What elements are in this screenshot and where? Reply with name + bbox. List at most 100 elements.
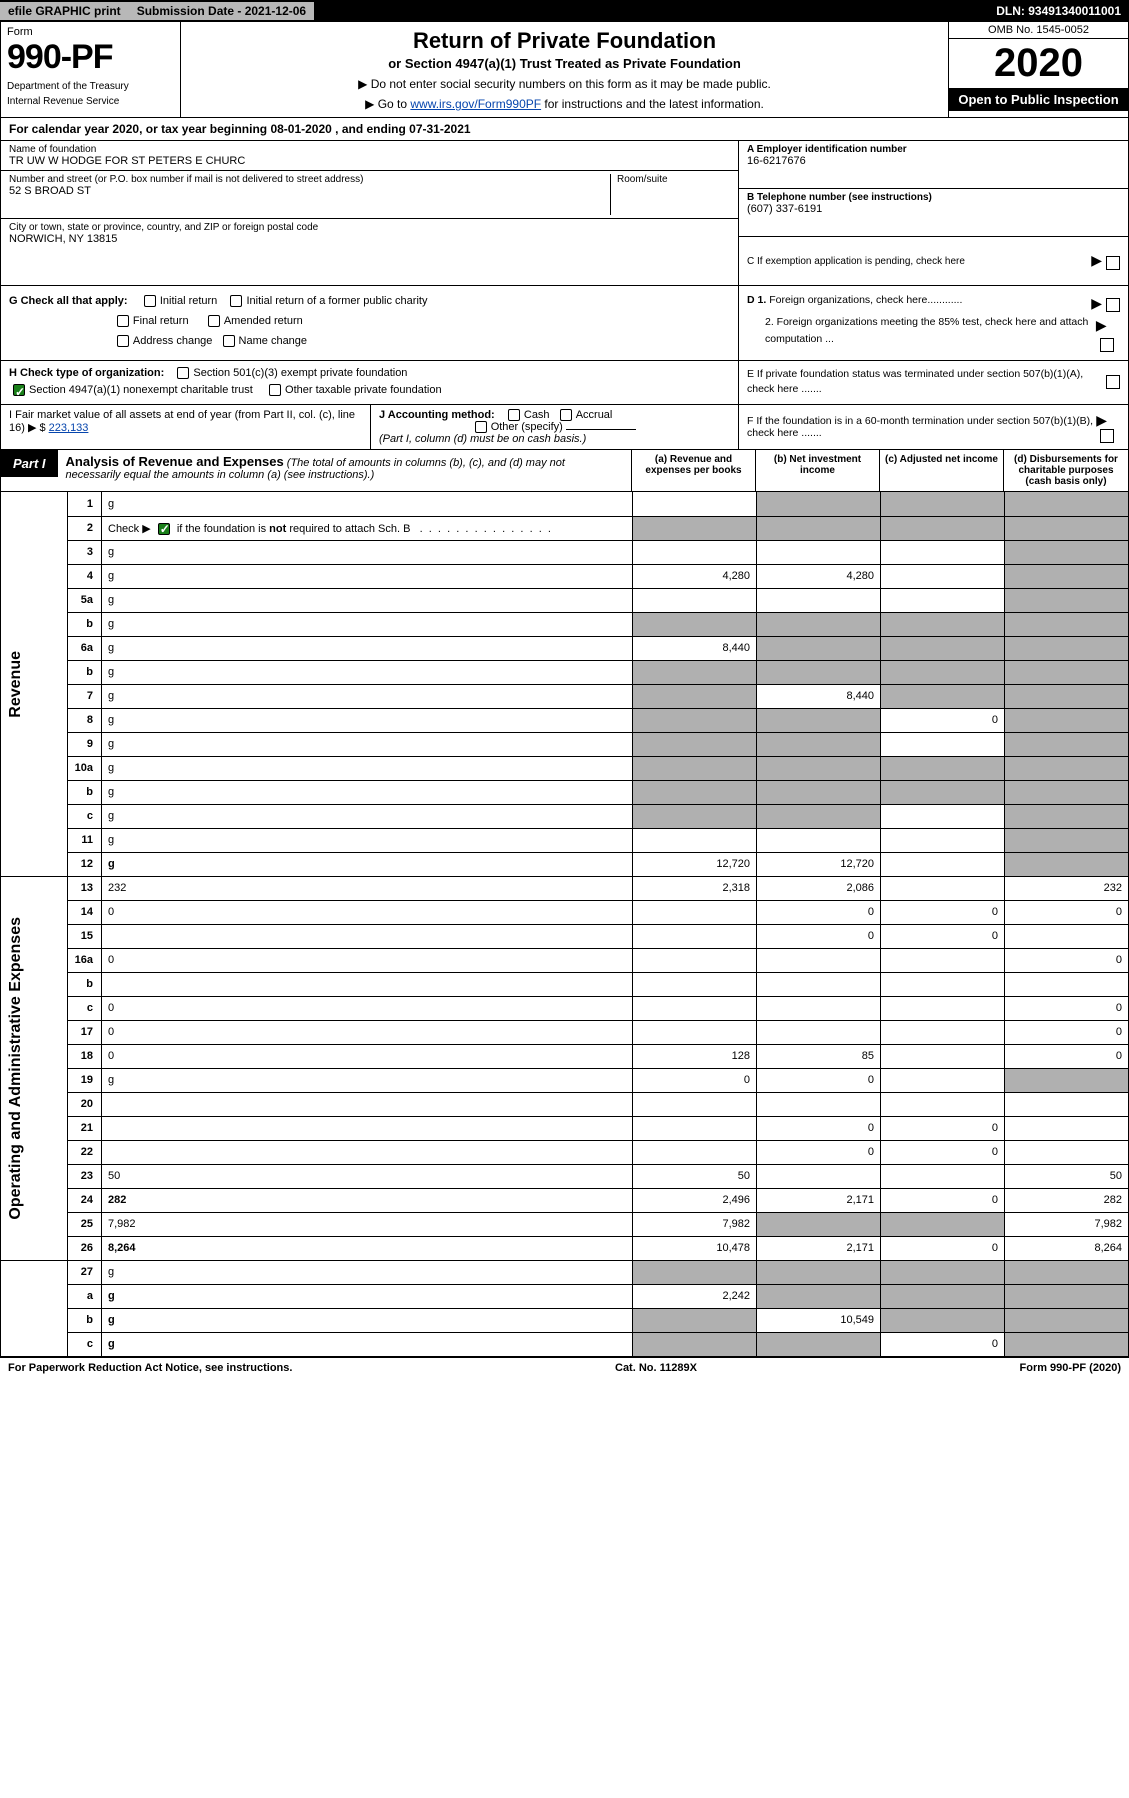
cell-value xyxy=(881,1020,1005,1044)
line-desc: g xyxy=(102,828,633,852)
cell-grey xyxy=(1005,540,1129,564)
cell-value: 4,280 xyxy=(633,564,757,588)
cell-grey xyxy=(757,1332,881,1356)
cell-value xyxy=(881,564,1005,588)
f-label: F If the foundation is in a 60-month ter… xyxy=(747,415,1096,439)
cell-grey xyxy=(1005,804,1129,828)
cell-grey xyxy=(881,756,1005,780)
ein-cell: A Employer identification number 16-6217… xyxy=(739,141,1128,189)
ck-accrual[interactable] xyxy=(560,409,572,421)
city-cell: City or town, state or province, country… xyxy=(1,219,738,267)
fmv-value[interactable]: 223,133 xyxy=(49,422,89,434)
ck-other-method[interactable] xyxy=(475,421,487,433)
cell-grey xyxy=(881,516,1005,540)
cell-value: 0 xyxy=(881,708,1005,732)
form-number: 990-PF xyxy=(7,38,174,77)
line-desc: g xyxy=(102,660,633,684)
goto-post: for instructions and the latest informat… xyxy=(541,97,764,111)
dept-treasury: Department of the Treasury xyxy=(7,81,174,92)
line-num: c xyxy=(68,804,102,828)
ck-cash[interactable] xyxy=(508,409,520,421)
line-desc: 282 xyxy=(102,1188,633,1212)
cell-grey xyxy=(1005,708,1129,732)
ck-final-return[interactable] xyxy=(117,315,129,327)
cell-grey xyxy=(633,732,757,756)
cell-value: 0 xyxy=(757,900,881,924)
ck-4947a1[interactable] xyxy=(13,384,25,396)
ck-initial-former[interactable] xyxy=(230,295,242,307)
c-checkbox[interactable] xyxy=(1106,256,1120,270)
line-desc: 8,264 xyxy=(102,1236,633,1260)
ck-amended[interactable] xyxy=(208,315,220,327)
cell-value xyxy=(1005,1116,1129,1140)
line-num: 13 xyxy=(68,876,102,900)
cell-value: 0 xyxy=(757,1068,881,1092)
cell-value xyxy=(881,996,1005,1020)
cell-grey xyxy=(1005,612,1129,636)
ck-other-taxable[interactable] xyxy=(269,384,281,396)
line-num: 21 xyxy=(68,1116,102,1140)
cell-grey xyxy=(1005,1284,1129,1308)
cell-value: 2,171 xyxy=(757,1188,881,1212)
cell-value xyxy=(881,1092,1005,1116)
cell-value: 85 xyxy=(757,1044,881,1068)
line-num: 17 xyxy=(68,1020,102,1044)
d1-checkbox[interactable] xyxy=(1106,298,1120,312)
table-row: 2Check ▶ if the foundation is not requir… xyxy=(1,516,1129,540)
cell-value: 0 xyxy=(881,924,1005,948)
j-label: J Accounting method: xyxy=(379,409,495,421)
box-h-e: H Check type of organization: Section 50… xyxy=(0,361,1129,406)
ck-initial-return[interactable] xyxy=(144,295,156,307)
cell-value: 8,440 xyxy=(633,636,757,660)
table-row: 268,26410,4782,17108,264 xyxy=(1,1236,1129,1260)
line-num: 20 xyxy=(68,1092,102,1116)
cell-value: 0 xyxy=(1005,948,1129,972)
line-desc: g xyxy=(102,540,633,564)
cell-grey xyxy=(633,684,757,708)
line-desc: g xyxy=(102,804,633,828)
table-row: 23505050 xyxy=(1,1164,1129,1188)
cell-grey xyxy=(633,804,757,828)
line-num: b xyxy=(68,780,102,804)
ck-schb[interactable] xyxy=(158,523,170,535)
cell-grey xyxy=(1005,732,1129,756)
cell-value: 0 xyxy=(881,1188,1005,1212)
line-num: 1 xyxy=(68,492,102,516)
ein-label: A Employer identification number xyxy=(747,144,1120,155)
cell-value: 128 xyxy=(633,1044,757,1068)
cell-value xyxy=(757,1020,881,1044)
line-desc: 50 xyxy=(102,1164,633,1188)
line-desc: g xyxy=(102,1284,633,1308)
part1-table: Revenue1g2Check ▶ if the foundation is n… xyxy=(0,492,1129,1357)
line-desc: g xyxy=(102,1068,633,1092)
table-row: b xyxy=(1,972,1129,996)
f-checkbox[interactable] xyxy=(1100,429,1114,443)
exemption-pending-cell: C If exemption application is pending, c… xyxy=(739,237,1128,285)
line-desc: Check ▶ if the foundation is not require… xyxy=(102,516,633,540)
cell-grey xyxy=(1005,756,1129,780)
ck-501c3[interactable] xyxy=(177,367,189,379)
cell-value xyxy=(881,948,1005,972)
cell-grey xyxy=(757,636,881,660)
ck-name-change[interactable] xyxy=(223,335,235,347)
cell-grey xyxy=(633,756,757,780)
line-desc: 0 xyxy=(102,996,633,1020)
d1-label: Foreign organizations, check here.......… xyxy=(769,294,962,306)
cell-value: 7,982 xyxy=(633,1212,757,1236)
col-c-header: (c) Adjusted net income xyxy=(880,450,1004,491)
line-desc: 0 xyxy=(102,1020,633,1044)
e-checkbox[interactable] xyxy=(1106,375,1120,389)
cell-grey xyxy=(881,1212,1005,1236)
ck-address-change[interactable] xyxy=(117,335,129,347)
box-e: E If private foundation status was termi… xyxy=(738,361,1128,405)
c-label: C If exemption application is pending, c… xyxy=(747,256,965,267)
paperwork-notice: For Paperwork Reduction Act Notice, see … xyxy=(8,1362,292,1374)
tax-year: 2020 xyxy=(949,39,1128,88)
cell-value xyxy=(757,540,881,564)
part1-header: Part I Analysis of Revenue and Expenses … xyxy=(0,450,1129,492)
instructions-link[interactable]: www.irs.gov/Form990PF xyxy=(410,97,541,111)
efile-label[interactable]: efile GRAPHIC print xyxy=(0,2,129,20)
d2-checkbox[interactable] xyxy=(1100,338,1114,352)
line-num: 26 xyxy=(68,1236,102,1260)
cell-grey xyxy=(1005,660,1129,684)
